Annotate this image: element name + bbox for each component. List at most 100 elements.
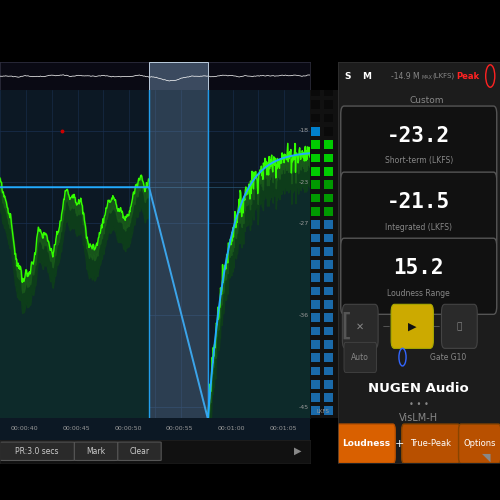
Bar (324, 366, 332, 376)
Bar (149, 62, 208, 90)
Bar (324, 354, 332, 362)
Bar (312, 234, 320, 242)
Text: 00:00:40: 00:00:40 (11, 426, 38, 431)
Text: ⏸: ⏸ (456, 322, 462, 331)
FancyBboxPatch shape (0, 442, 74, 460)
Bar (324, 247, 332, 256)
Text: -27: -27 (298, 220, 309, 226)
Bar (312, 366, 320, 376)
Bar (312, 114, 320, 122)
Text: -14.9 M: -14.9 M (392, 72, 420, 81)
FancyBboxPatch shape (344, 342, 376, 372)
Text: ◥: ◥ (482, 452, 490, 462)
Text: 00:01:00: 00:01:00 (218, 426, 245, 431)
Text: NUGEN Audio: NUGEN Audio (368, 382, 469, 395)
Bar (324, 274, 332, 282)
Text: ▶: ▶ (408, 322, 416, 332)
Text: VisLM-H: VisLM-H (399, 414, 438, 424)
Bar (312, 393, 320, 402)
Text: -23: -23 (298, 180, 309, 184)
Bar (312, 167, 320, 175)
Bar (324, 167, 332, 175)
FancyBboxPatch shape (442, 304, 477, 348)
Text: S: S (344, 72, 350, 81)
Bar (324, 114, 332, 122)
Bar (312, 406, 320, 415)
Bar (312, 194, 320, 202)
FancyBboxPatch shape (341, 238, 497, 314)
Text: Custom: Custom (410, 96, 444, 105)
Text: Auto: Auto (352, 352, 369, 362)
Bar (312, 154, 320, 162)
Text: Gate G10: Gate G10 (430, 352, 466, 362)
Text: Peak: Peak (456, 72, 479, 81)
Bar (324, 127, 332, 136)
Bar (324, 260, 332, 269)
Bar (312, 127, 320, 136)
Bar (149, 90, 208, 418)
Bar (324, 140, 332, 149)
Bar (324, 393, 332, 402)
Text: Mark: Mark (86, 447, 106, 456)
Bar (149, 62, 208, 90)
FancyBboxPatch shape (342, 304, 378, 348)
Text: ✕: ✕ (356, 322, 364, 332)
Bar (324, 154, 332, 162)
Bar (312, 180, 320, 189)
Text: 00:00:45: 00:00:45 (62, 426, 90, 431)
Bar (324, 340, 332, 348)
Text: +: + (394, 438, 404, 448)
Text: 00:00:50: 00:00:50 (114, 426, 142, 431)
Text: 15.2: 15.2 (394, 258, 444, 278)
FancyBboxPatch shape (402, 424, 460, 464)
Text: Loudness: Loudness (342, 439, 390, 448)
Text: M: M (362, 72, 371, 81)
Text: 00:00:55: 00:00:55 (166, 426, 194, 431)
Text: Clear: Clear (130, 447, 150, 456)
FancyBboxPatch shape (118, 442, 161, 460)
Text: -18: -18 (299, 128, 309, 134)
Bar (312, 354, 320, 362)
Bar (324, 287, 332, 296)
Bar (312, 247, 320, 256)
Text: Integrated (LKFS): Integrated (LKFS) (385, 222, 452, 232)
Text: -23.2: -23.2 (387, 126, 450, 146)
Text: -36: -36 (299, 312, 309, 318)
Bar (324, 194, 332, 202)
Bar (324, 326, 332, 336)
FancyBboxPatch shape (74, 442, 118, 460)
Bar (312, 287, 320, 296)
Bar (312, 207, 320, 216)
Text: ▶: ▶ (294, 446, 302, 456)
Bar (312, 220, 320, 229)
Bar (324, 314, 332, 322)
Text: MAX: MAX (422, 75, 433, 80)
Text: [: [ (341, 312, 352, 340)
Text: LKFS: LKFS (316, 410, 329, 414)
Bar (324, 180, 332, 189)
Text: Options: Options (464, 439, 496, 448)
Bar (312, 326, 320, 336)
Bar (312, 300, 320, 309)
Text: -45: -45 (299, 405, 309, 410)
Text: 00:01:05: 00:01:05 (270, 426, 297, 431)
Text: —: — (433, 324, 440, 330)
Bar (324, 406, 332, 415)
Text: True-Peak: True-Peak (410, 439, 452, 448)
Text: • • •: • • • (409, 400, 428, 409)
Bar (324, 234, 332, 242)
Text: (LKFS): (LKFS) (432, 72, 454, 78)
Bar (324, 380, 332, 388)
Bar (324, 87, 332, 96)
Bar (324, 220, 332, 229)
Bar (312, 140, 320, 149)
Bar (312, 87, 320, 96)
FancyBboxPatch shape (341, 172, 497, 248)
Bar (312, 100, 320, 109)
Text: PR:3.0 secs: PR:3.0 secs (16, 447, 59, 456)
Text: —: — (383, 324, 390, 330)
FancyBboxPatch shape (336, 424, 395, 464)
FancyBboxPatch shape (341, 106, 497, 182)
Bar (312, 340, 320, 348)
Bar (312, 380, 320, 388)
